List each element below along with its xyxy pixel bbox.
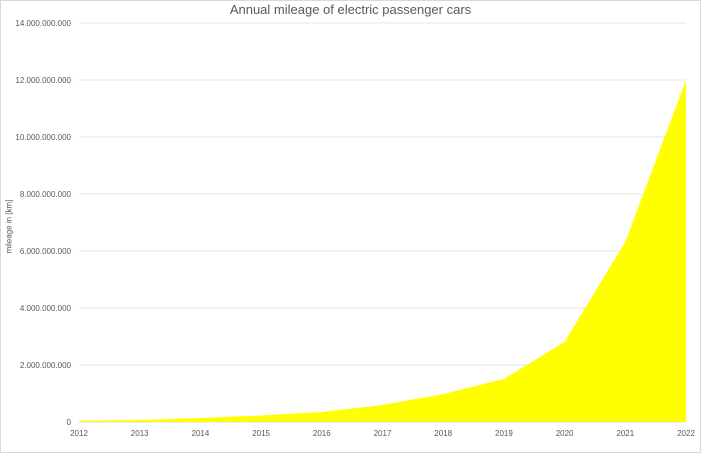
x-tick-label: 2020 bbox=[556, 429, 574, 438]
y-tick-label: 4.000.000.000 bbox=[20, 304, 72, 313]
x-tick-label: 2019 bbox=[495, 429, 513, 438]
y-tick-label: 2.000.000.000 bbox=[20, 361, 72, 370]
y-axis-ticks: 0 2.000.000.000 4.000.000.000 6.000.000.000… bbox=[15, 19, 71, 427]
x-tick-label: 2015 bbox=[252, 429, 270, 438]
x-tick-label: 2022 bbox=[677, 429, 695, 438]
x-axis-ticks: 2012 2013 2014 2015 2016 2017 2018 2019 2020 2021… bbox=[70, 429, 695, 438]
y-tick-label: 10.000.000.000 bbox=[15, 133, 71, 142]
y-tick-label: 12.000.000.000 bbox=[15, 76, 71, 85]
x-tick-label: 2016 bbox=[313, 429, 331, 438]
x-tick-label: 2021 bbox=[616, 429, 634, 438]
x-tick-label: 2017 bbox=[374, 429, 392, 438]
x-tick-label: 2013 bbox=[131, 429, 149, 438]
y-tick-label: 8.000.000.000 bbox=[20, 190, 72, 199]
chart-title: Annual mileage of electric passenger car… bbox=[229, 2, 472, 17]
x-tick-label: 2014 bbox=[192, 429, 210, 438]
gridlines bbox=[79, 22, 686, 423]
x-tick-label: 2018 bbox=[434, 429, 452, 438]
area-series bbox=[79, 80, 686, 422]
y-tick-label: 14.000.000.000 bbox=[15, 19, 71, 28]
y-tick-label: 6.000.000.000 bbox=[20, 247, 72, 256]
y-tick-label: 0 bbox=[67, 418, 72, 427]
x-tick-label: 2012 bbox=[70, 429, 88, 438]
